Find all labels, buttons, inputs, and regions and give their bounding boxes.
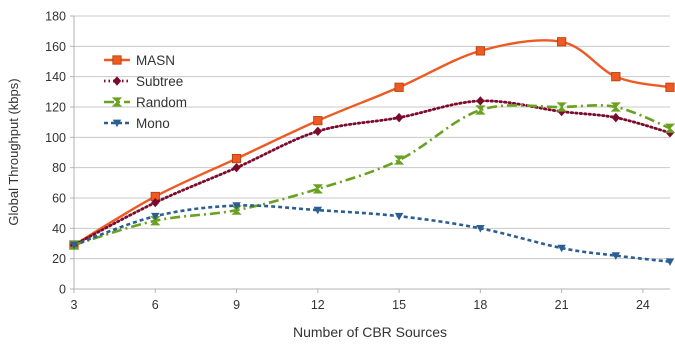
x-tick-label: 6 — [152, 298, 159, 312]
y-tick-label: 60 — [52, 192, 66, 206]
legend-label-mono: Mono — [136, 116, 170, 131]
data-point-masn — [557, 37, 567, 47]
legend-marker-subtree — [112, 76, 122, 86]
legend-label-masn: MASN — [136, 53, 175, 68]
data-point-mono — [476, 224, 485, 233]
legend-label-random: Random — [136, 95, 187, 110]
y-tick-label: 20 — [52, 252, 66, 266]
x-tick-label: 3 — [71, 298, 78, 312]
data-point-random — [393, 155, 405, 165]
data-point-random — [312, 184, 323, 194]
legend-item-mono: Mono — [104, 116, 170, 131]
legend-item-random: Random — [104, 95, 187, 110]
data-point-mono — [611, 252, 621, 260]
series-masn — [69, 37, 675, 250]
data-point-mono — [69, 241, 79, 250]
data-point-subtree — [151, 197, 160, 208]
x-tick-label: 24 — [636, 298, 650, 312]
data-point-random — [556, 102, 567, 112]
data-point-subtree — [611, 112, 621, 123]
x-tick-label: 12 — [311, 298, 325, 312]
data-point-mono — [232, 202, 241, 210]
x-tick-labels: 3 6 9 12 15 18 21 24 — [71, 298, 650, 312]
legend-item-subtree: Subtree — [104, 74, 183, 89]
data-point-subtree — [476, 96, 485, 106]
data-point-mono — [394, 212, 404, 221]
y-tick-label: 160 — [45, 40, 66, 54]
data-point-random — [610, 102, 621, 112]
series-line-random — [73, 103, 671, 247]
data-point-masn — [665, 82, 675, 92]
y-tick-label: 40 — [52, 222, 66, 236]
data-point-mono — [313, 206, 323, 215]
data-point-masn — [231, 153, 242, 164]
y-tick-label: 140 — [45, 70, 66, 84]
x-tick-label: 21 — [555, 298, 569, 312]
x-tick-label: 18 — [473, 298, 487, 312]
grid-lines — [74, 15, 670, 290]
data-point-mono — [665, 258, 675, 266]
series-line-subtree — [72, 99, 672, 247]
data-point-subtree — [394, 112, 404, 123]
data-point-random — [475, 105, 486, 115]
data-point-subtree — [232, 162, 241, 173]
legend-item-masn: MASN — [104, 53, 175, 68]
data-point-random — [664, 123, 675, 133]
y-tick-label: 180 — [45, 10, 66, 24]
x-tick-label: 15 — [392, 298, 406, 312]
x-tick-label: 9 — [233, 298, 240, 312]
data-point-mono — [151, 212, 160, 221]
data-point-mono — [557, 244, 566, 253]
legend: MASN Subtree Random Mono — [104, 53, 187, 131]
series-layer — [68, 37, 675, 266]
legend-label-subtree: Subtree — [136, 74, 183, 89]
legend-marker-masn — [112, 55, 122, 65]
data-point-masn — [611, 72, 621, 82]
y-axis-label: Global Throughput (kbps) — [6, 78, 21, 225]
y-tick-label: 80 — [52, 161, 66, 175]
series-line-mono — [73, 204, 671, 263]
data-point-masn — [475, 46, 485, 56]
data-point-masn — [313, 116, 323, 126]
data-point-masn — [394, 82, 404, 92]
y-tick-labels: 0 20 40 60 80 100 120 140 160 180 — [45, 10, 66, 297]
legend-marker-random — [111, 97, 123, 107]
y-tick-label: 120 — [45, 101, 66, 115]
x-axis-label: Number of CBR Sources — [293, 324, 447, 340]
data-point-subtree — [313, 126, 323, 136]
legend-marker-mono — [112, 119, 122, 128]
series-mono — [69, 202, 675, 266]
y-tick-label: 0 — [59, 283, 66, 297]
y-tick-label: 100 — [45, 131, 66, 145]
